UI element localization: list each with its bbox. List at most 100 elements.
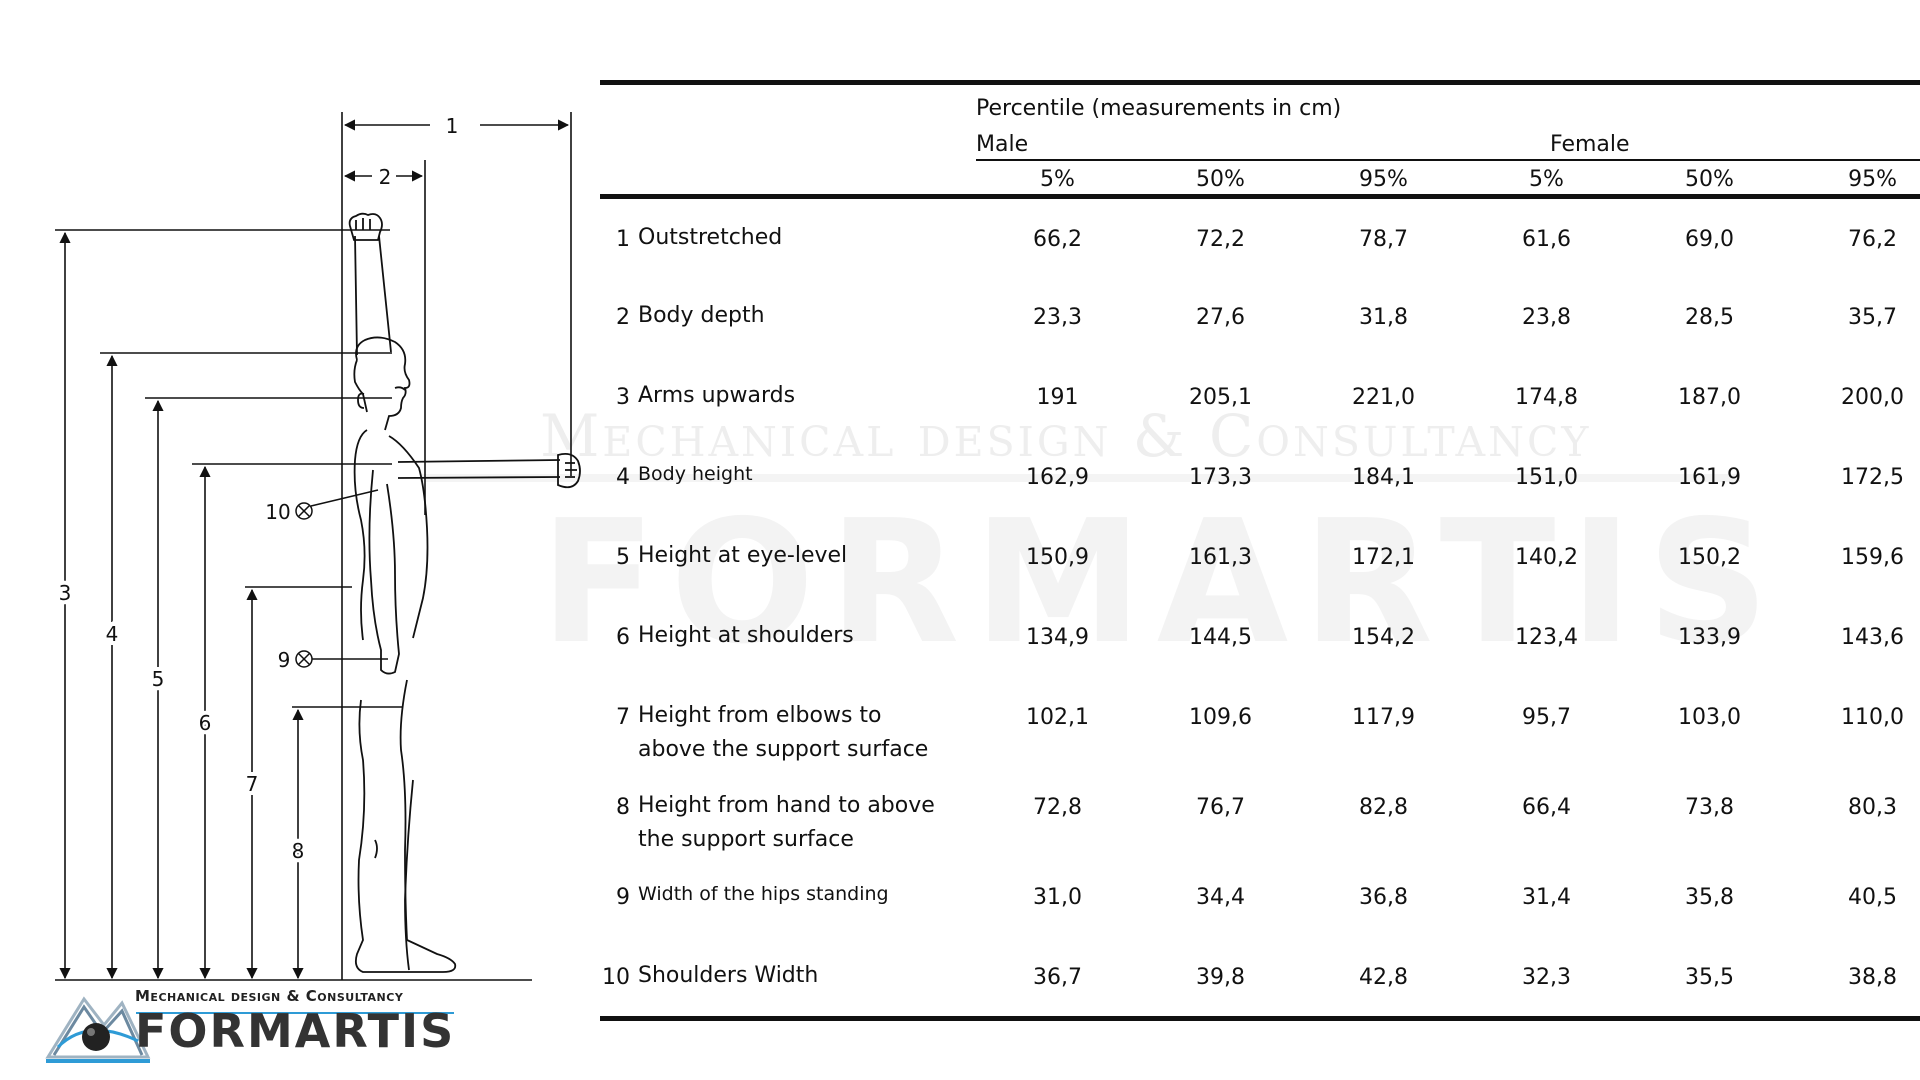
- table-cell: 35,8: [1685, 884, 1734, 910]
- row-label: Height at eye-level: [638, 517, 976, 597]
- table-row: 4 Body height 162,9 173,3 184,1 151,0 161,9 172…: [600, 437, 1920, 517]
- col-male-95: 95%: [1302, 160, 1465, 199]
- col-female-5: 5%: [1465, 160, 1628, 199]
- table-cell: 150,2: [1678, 544, 1741, 570]
- table-cell: 154,2: [1352, 624, 1415, 650]
- table-row: 8 Height from hand to above the support su…: [600, 767, 1920, 857]
- watermark-subtitle: Mechanical design & Consultancy: [540, 402, 1592, 470]
- row-number: 7: [616, 704, 630, 730]
- table-row: 6 Height at shoulders 134,9 144,5 154,2 123,4…: [600, 597, 1920, 677]
- table-cell: 173,3: [1189, 464, 1252, 490]
- row-label-line: Height at shoulders: [638, 622, 854, 648]
- table-cell: 35,7: [1848, 304, 1898, 330]
- table-cell: 200,0: [1841, 384, 1905, 410]
- hip-width-marker: [295, 650, 388, 668]
- table-row: 3 Arms upwards 191 205,1 221,0 174,8 187,0 200,…: [600, 357, 1920, 437]
- row-label-line: Height from elbows to: [638, 702, 882, 728]
- table-body: 1 Outstretched 66,2 72,2 78,7 61,6 69,0 76,2 2 Bo…: [600, 197, 1920, 1021]
- row-label-line: Height from hand to above: [638, 792, 935, 818]
- percentile-table: Percentile (measurements in cm) Male Fem…: [600, 80, 1920, 1021]
- table-cell: 36,7: [976, 936, 1139, 1021]
- table-cell: 110,0: [1841, 704, 1905, 730]
- shoulder-width-marker: [295, 489, 379, 520]
- table-row: 2 Body depth 23,3 27,6 31,8 23,8 28,5 35,7: [600, 277, 1920, 357]
- row-number: 4: [616, 464, 630, 490]
- table-cell: 133,9: [1678, 624, 1741, 650]
- watermark-rule: [420, 474, 1740, 482]
- row-label: Height at shoulders: [638, 597, 976, 677]
- table-cell: 82,8: [1359, 794, 1408, 820]
- row-label: Shoulders Width: [638, 936, 976, 1021]
- human-silhouette: [348, 212, 581, 973]
- dim-label-9: 9: [278, 648, 291, 672]
- table-cell: 95,7: [1522, 704, 1571, 730]
- table-cell: 117,9: [1352, 704, 1415, 730]
- table-cell: 172,1: [1352, 544, 1415, 570]
- table-cell: 34,4: [1196, 884, 1245, 910]
- row-number: 8: [616, 794, 630, 820]
- logo-brand: FORMARTIS: [135, 1004, 456, 1058]
- table-cell: 78,7: [1359, 227, 1408, 252]
- table-cell: 32,3: [1465, 936, 1628, 1021]
- table-cell: 72,8: [1033, 794, 1082, 820]
- table-cell: 221,0: [1352, 384, 1415, 410]
- table-cell: 31,0: [1033, 884, 1082, 910]
- col-male-5: 5%: [976, 160, 1139, 199]
- row-label-line: Height at eye-level: [638, 542, 848, 568]
- row-label-line: Shoulders Width: [638, 962, 819, 988]
- col-female-95: 95%: [1791, 160, 1920, 199]
- table-cell: 161,3: [1189, 544, 1252, 570]
- table-cell: 134,9: [1026, 624, 1089, 650]
- formartis-logo: [45, 996, 454, 1063]
- table-cell: 140,2: [1515, 544, 1578, 570]
- table-cell: 66,2: [1033, 227, 1082, 252]
- row-number: 1: [616, 227, 630, 252]
- table-row: 5 Height at eye-level 150,9 161,3 172,1 140,2…: [600, 517, 1920, 597]
- row-label-line: Arms upwards: [638, 382, 796, 408]
- table-cell: 31,8: [1359, 304, 1408, 330]
- row-label: Outstretched: [638, 197, 976, 277]
- dim-label-3: 3: [59, 581, 72, 605]
- table-cell: 23,3: [1033, 304, 1082, 330]
- table-cell: 73,8: [1685, 794, 1734, 820]
- table-cell: 80,3: [1848, 794, 1898, 820]
- table-cell: 151,0: [1515, 464, 1578, 490]
- row-label-line: Body depth: [638, 302, 765, 328]
- row-label: Body height: [638, 437, 976, 517]
- logo-sphere-icon: [82, 1023, 110, 1051]
- row-label-line: the support surface: [638, 826, 854, 852]
- row-number: 9: [616, 884, 630, 910]
- table-cell: 162,9: [1026, 464, 1089, 490]
- row-number: 3: [616, 384, 630, 410]
- row-label-line: Body height: [638, 462, 753, 485]
- row-label-line: above the support surface: [638, 736, 929, 762]
- dim-label-4: 4: [106, 622, 119, 646]
- table-cell: 36,8: [1359, 884, 1408, 910]
- row-number: 10: [600, 936, 638, 1021]
- row-label-line: Width of the hips standing: [638, 882, 889, 905]
- table-cell: 143,6: [1841, 624, 1905, 650]
- table-row: 7 Height from elbows to above the support …: [600, 677, 1920, 767]
- table-cell: 72,2: [1196, 227, 1245, 252]
- dim-label-7: 7: [246, 772, 259, 796]
- dim-label-10: 10: [265, 500, 290, 524]
- dim-label-2: 2: [379, 165, 392, 189]
- row-label: Height from hand to above the support sur…: [638, 767, 976, 857]
- row-label-line: Outstretched: [638, 225, 783, 250]
- table-cell: 76,2: [1848, 227, 1898, 252]
- table-row: 1 Outstretched 66,2 72,2 78,7 61,6 69,0 76,2: [600, 197, 1920, 277]
- table-cell: 35,5: [1628, 936, 1791, 1021]
- table-cell: 28,5: [1685, 304, 1734, 330]
- logo-subtitle: Mechanical design & Consultancy: [135, 987, 404, 1005]
- table-cell: 31,4: [1522, 884, 1571, 910]
- table-cell: 69,0: [1685, 227, 1734, 252]
- table-row: 9 Width of the hips standing 31,0 34,4 36,8 3…: [600, 857, 1920, 937]
- table-cell: 159,6: [1841, 544, 1905, 570]
- table-cell: 123,4: [1515, 624, 1578, 650]
- col-female-50: 50%: [1628, 160, 1791, 199]
- group-male: Male: [976, 123, 1465, 161]
- table-cell: 191: [1036, 384, 1079, 410]
- table-cell: 184,1: [1352, 464, 1415, 490]
- table-cell: 150,9: [1026, 544, 1089, 570]
